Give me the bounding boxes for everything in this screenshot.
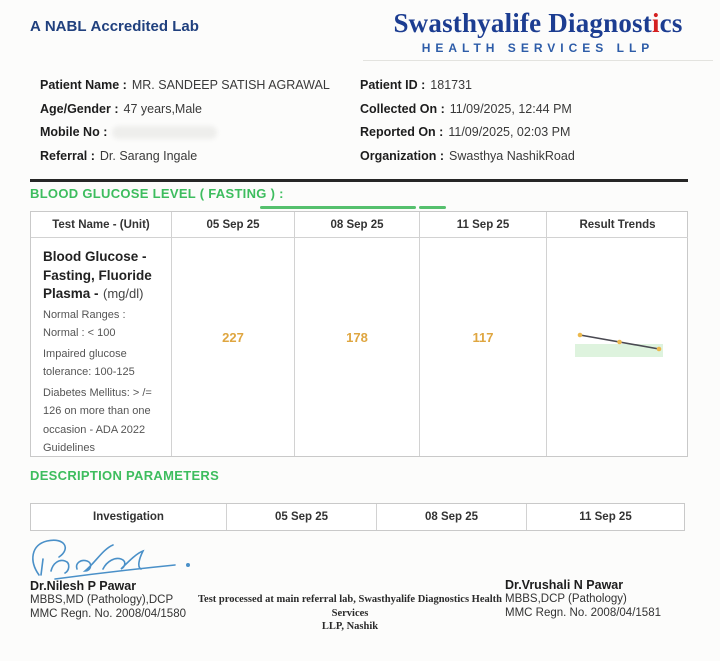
glucose-results-table: Test Name - (Unit) 05 Sep 25 08 Sep 25 1… <box>30 211 688 457</box>
diabetes-mellitus-note: Diabetes Mellitus: > /= 126 on more than… <box>43 386 152 455</box>
col-header-date-1: 05 Sep 25 <box>171 212 294 238</box>
patient-name-value: MR. SANDEEP SATISH AGRAWAL <box>131 78 330 92</box>
lab-logo-title: Swasthyalife Diagnostics <box>363 8 713 39</box>
processing-note: Test processed at main referral lab, Swa… <box>182 593 518 634</box>
nabl-bold: NABL <box>44 18 87 35</box>
right-doctor-registration: MMC Regn. No. 2008/04/1581 <box>505 607 661 619</box>
organization-row: Organization : Swasthya NashikRoad <box>360 149 690 173</box>
signature-tail-stroke <box>102 549 145 570</box>
age-gender-value: 47 years,Male <box>123 101 203 116</box>
test-unit-text: (mg/dl) <box>102 286 144 302</box>
right-doctor-block: Dr.Vrushali N Pawar MBBS,DCP (Pathology)… <box>505 578 661 620</box>
referral-label: Referral : <box>40 148 95 163</box>
mobile-label: Mobile No : <box>40 125 108 139</box>
left-doctor-qualification: MBBS,MD (Pathology),DCP <box>30 594 174 606</box>
processing-note-line1: Test processed at main referral lab, Swa… <box>198 594 502 619</box>
section-divider-line <box>30 179 688 182</box>
referral-value: Dr. Sarang Ingale <box>99 148 198 163</box>
doctor-signature <box>32 539 190 580</box>
signature-loop-stroke <box>32 539 67 576</box>
test-name-cell: Blood Glucose - Fasting, Fluoride Plasma… <box>31 238 171 456</box>
patient-info-left: Patient Name : MR. SANDEEP SATISH AGRAWAL… <box>40 78 355 172</box>
description-parameters-table: Investigation 05 Sep 25 08 Sep 25 11 Sep… <box>30 503 685 531</box>
age-gender-label: Age/Gender : <box>40 101 119 116</box>
left-doctor-name: Dr.Nilesh P Pawar <box>30 579 137 593</box>
col-header-result-trends: Result Trends <box>546 212 688 238</box>
lab-logo-subtitle: HEALTH SERVICES LLP <box>421 41 655 56</box>
glucose-table-data-row: Blood Glucose - Fasting, Fluoride Plasma… <box>31 238 687 456</box>
lab-logo: Swasthyalife Diagnostics HEALTH SERVICES… <box>363 8 713 62</box>
collected-on-label: Collected On : <box>360 101 445 116</box>
right-doctor-name: Dr.Vrushali N Pawar <box>505 578 624 592</box>
patient-info-right: Patient ID :181731 Collected On :11/09/2… <box>360 78 690 172</box>
col-header-date-3: 11 Sep 25 <box>419 212 546 238</box>
trend-point-2 <box>617 339 622 345</box>
patient-id-row: Patient ID : 181731 <box>360 78 690 102</box>
patient-id-value: 181731 <box>430 78 473 92</box>
result-trend-chart-cell <box>546 238 688 456</box>
signature-underline-stroke <box>54 564 176 580</box>
patient-name-label: Patient Name : <box>40 78 127 92</box>
trend-point-1 <box>577 332 583 338</box>
signature-n-stroke <box>50 559 70 574</box>
reported-on-label: Reported On : <box>360 125 444 139</box>
logo-title-red-letter: i <box>651 8 660 38</box>
trend-point-3 <box>656 346 662 352</box>
logo-title-post: cs <box>659 8 683 38</box>
test-name-text: Blood Glucose - Fasting, Fluoride Plasma… <box>43 249 152 302</box>
nabl-prefix: A <box>30 18 41 35</box>
glucose-table-header-row: Test Name - (Unit) 05 Sep 25 08 Sep 25 1… <box>31 212 688 238</box>
logo-title-pre: Swasthyalife Diagnost <box>393 8 652 38</box>
reported-on-value: 11/09/2025, 02:03 PM <box>448 125 571 139</box>
col-header-desc-date-3: 11 Sep 25 <box>526 504 684 530</box>
referral-row: Referral : Dr. Sarang Ingale <box>40 149 355 173</box>
result-value-11sep: 117 <box>419 238 546 456</box>
col-header-desc-date-1: 05 Sep 25 <box>226 504 376 530</box>
right-doctor-qualification: MBBS,DCP (Pathology) <box>505 593 627 605</box>
age-gender-row: Age/Gender : 47 years,Male <box>40 102 355 126</box>
logo-underline <box>363 60 713 62</box>
left-doctor-block: Dr.Nilesh P Pawar MBBS,MD (Pathology),DC… <box>30 579 186 621</box>
signature-vertical-stroke <box>40 558 44 576</box>
green-accent-segment-2 <box>419 206 446 209</box>
signature-dot <box>186 563 190 567</box>
green-accent-segment-1 <box>260 206 416 209</box>
result-value-08sep: 178 <box>294 238 419 456</box>
col-header-investigation: Investigation <box>93 511 164 523</box>
col-header-date-2: 08 Sep 25 <box>294 212 419 238</box>
col-header-desc-date-2: 08 Sep 25 <box>376 504 526 530</box>
organization-label: Organization : <box>360 148 445 163</box>
impaired-tolerance-note: Impaired glucose tolerance: 100-125 <box>43 347 135 379</box>
result-value-05sep: 227 <box>171 238 294 456</box>
signature-mid-stroke <box>75 544 114 572</box>
left-doctor-registration: MMC Regn. No. 2008/04/1580 <box>30 608 186 620</box>
patient-name-row: Patient Name : MR. SANDEEP SATISH AGRAWAL <box>40 78 355 102</box>
trend-line-chart <box>575 332 663 357</box>
description-section-title: DESCRIPTION PARAMETERS <box>30 468 220 483</box>
col-header-test-name: Test Name - (Unit) <box>31 212 171 238</box>
collected-on-value: 11/09/2025, 12:44 PM <box>449 101 572 116</box>
glucose-section-title: BLOOD GLUCOSE LEVEL ( FASTING ) : <box>30 186 284 201</box>
processing-note-line2: LLP, Nashik <box>321 621 379 632</box>
description-table-header-row: Investigation 05 Sep 25 08 Sep 25 11 Sep… <box>31 504 684 530</box>
mobile-redacted-value <box>112 126 218 140</box>
organization-value: Swasthya NashikRoad <box>449 148 575 163</box>
nabl-accreditation-text: A NABL Accredited Lab <box>30 18 203 35</box>
mobile-row: Mobile No : <box>40 125 355 149</box>
nabl-suffix: Accredited Lab <box>90 18 199 35</box>
normal-range-band <box>575 344 663 357</box>
collected-on-row: Collected On : 11/09/2025, 12:44 PM <box>360 102 690 126</box>
reported-on-row: Reported On : 11/09/2025, 02:03 PM <box>360 125 690 149</box>
patient-id-label: Patient ID : <box>360 78 426 92</box>
normal-range-note: Normal Ranges : Normal : < 100 <box>43 308 126 340</box>
